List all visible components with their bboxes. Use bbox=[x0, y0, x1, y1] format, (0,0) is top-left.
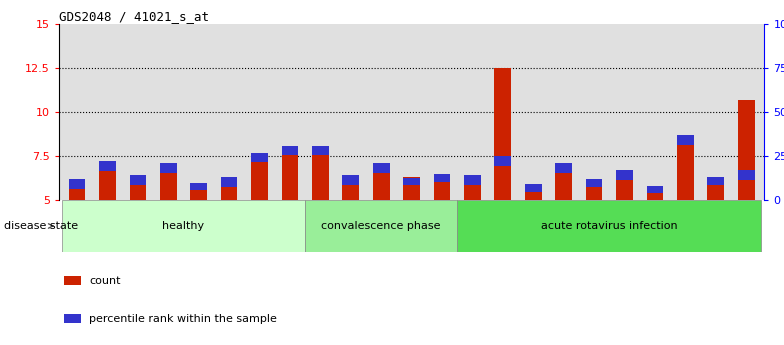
Bar bbox=[707, 177, 724, 185]
Bar bbox=[281, 146, 298, 200]
Bar bbox=[738, 170, 754, 180]
Bar bbox=[343, 176, 359, 185]
Bar bbox=[281, 146, 298, 155]
Bar bbox=[160, 163, 176, 200]
Bar bbox=[251, 152, 268, 200]
Bar bbox=[616, 170, 633, 180]
Text: GDS2048 / 41021_s_at: GDS2048 / 41021_s_at bbox=[59, 10, 209, 23]
Bar bbox=[305, 200, 457, 252]
Bar bbox=[647, 186, 663, 200]
Bar bbox=[221, 177, 238, 200]
Bar bbox=[373, 163, 390, 200]
Bar bbox=[464, 176, 481, 185]
Bar bbox=[495, 68, 511, 200]
Bar bbox=[99, 161, 116, 200]
Bar bbox=[525, 184, 542, 192]
Bar bbox=[495, 156, 511, 166]
Text: acute rotavirus infection: acute rotavirus infection bbox=[541, 221, 677, 231]
Bar bbox=[457, 200, 761, 252]
Bar bbox=[99, 161, 116, 171]
Bar bbox=[677, 135, 694, 145]
Bar bbox=[312, 146, 328, 155]
Bar bbox=[64, 276, 81, 285]
Bar bbox=[373, 163, 390, 173]
Text: disease state: disease state bbox=[4, 221, 78, 231]
Bar bbox=[251, 152, 268, 162]
Bar bbox=[129, 176, 147, 185]
Bar bbox=[191, 183, 207, 200]
Bar bbox=[434, 174, 450, 200]
Text: percentile rank within the sample: percentile rank within the sample bbox=[89, 314, 277, 324]
Bar bbox=[555, 163, 572, 173]
Text: count: count bbox=[89, 276, 121, 286]
Text: convalescence phase: convalescence phase bbox=[321, 221, 441, 231]
Bar bbox=[586, 179, 602, 187]
Bar bbox=[69, 179, 85, 200]
Bar bbox=[69, 179, 85, 189]
Bar bbox=[434, 174, 450, 181]
Bar bbox=[586, 179, 602, 200]
Bar bbox=[555, 163, 572, 200]
Bar bbox=[221, 177, 238, 187]
Bar bbox=[616, 170, 633, 200]
Bar bbox=[343, 176, 359, 200]
Bar bbox=[160, 163, 176, 173]
Bar bbox=[312, 146, 328, 200]
Bar bbox=[525, 184, 542, 200]
Text: healthy: healthy bbox=[162, 221, 205, 231]
Bar bbox=[464, 176, 481, 200]
Bar bbox=[647, 186, 663, 193]
Bar bbox=[64, 314, 81, 323]
Bar bbox=[738, 100, 754, 200]
Bar bbox=[707, 177, 724, 200]
Bar bbox=[62, 200, 305, 252]
Bar bbox=[191, 184, 207, 190]
Bar bbox=[403, 177, 420, 200]
Bar bbox=[129, 176, 147, 200]
Bar bbox=[677, 135, 694, 200]
Bar bbox=[403, 178, 420, 185]
